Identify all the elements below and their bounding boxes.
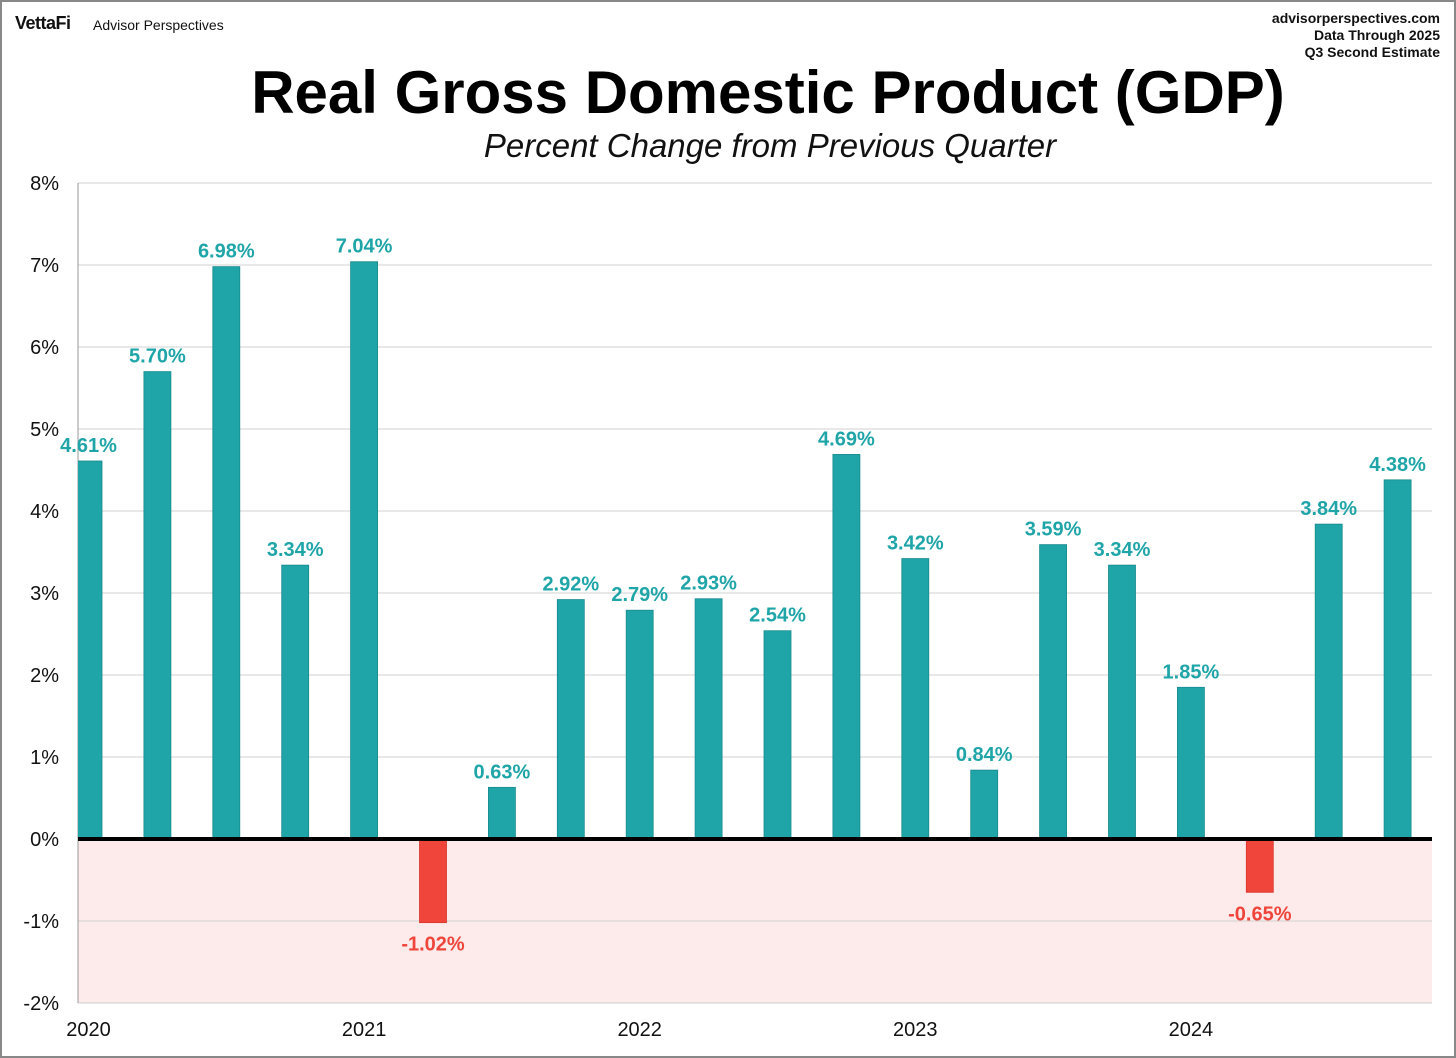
bar (212, 266, 241, 840)
bar (1383, 479, 1412, 840)
data-label: 4.69% (818, 428, 875, 450)
data-label: 1.85% (1163, 661, 1220, 683)
bar (1108, 564, 1136, 840)
y-tick-label: 8% (30, 173, 59, 195)
data-label: 4.61% (60, 435, 117, 457)
y-tick-label: 1% (30, 747, 59, 769)
data-through: Data Through 2025 (1313, 27, 1440, 43)
bar (625, 609, 654, 840)
data-label: 3.84% (1300, 498, 1357, 520)
estimate-note: Q3 Second Estimate (1304, 44, 1440, 60)
brand-name: Advisor Perspectives (93, 17, 224, 33)
bar (694, 598, 723, 840)
data-label: 4.38% (1369, 454, 1426, 476)
bar (1314, 523, 1343, 840)
bar (419, 838, 447, 924)
bar (556, 599, 585, 840)
y-tick-label: -2% (23, 993, 59, 1015)
data-label: 6.98% (198, 241, 255, 263)
bar (1177, 686, 1205, 840)
bar (350, 261, 379, 840)
x-tick-label: 2020 (66, 1019, 111, 1041)
bar (1245, 838, 1274, 893)
data-label: 2.79% (611, 584, 668, 606)
y-tick-label: 7% (30, 255, 59, 277)
x-tick-label: 2022 (617, 1019, 662, 1041)
data-label: 3.59% (1025, 519, 1082, 541)
x-tick-label: 2024 (1169, 1019, 1214, 1041)
bar (970, 769, 999, 840)
data-label: -0.65% (1228, 903, 1292, 925)
x-tick-label: 2021 (342, 1019, 387, 1041)
data-label: 7.04% (336, 236, 393, 258)
bar (832, 454, 861, 840)
data-label: 2.93% (680, 573, 737, 595)
y-tick-label: 0% (30, 829, 59, 851)
data-label: 2.54% (749, 605, 806, 627)
data-label: -1.02% (401, 934, 465, 956)
source-info: advisorperspectives.com Data Through 202… (1272, 10, 1440, 61)
y-tick-label: 4% (30, 501, 59, 523)
data-label: 5.70% (129, 346, 186, 368)
data-label: 3.42% (887, 533, 944, 555)
data-label: 3.34% (1094, 539, 1151, 561)
chart-title: Real Gross Domestic Product (GDP) (251, 59, 1285, 126)
x-tick-label: 2023 (893, 1019, 938, 1041)
y-tick-label: 5% (30, 419, 59, 441)
bar (281, 564, 310, 840)
chart-subtitle: Percent Change from Previous Quarter (483, 127, 1057, 164)
bar (78, 460, 103, 840)
vettafi-logo: VettaFi (15, 13, 71, 33)
bar (901, 558, 930, 840)
data-label: 0.63% (474, 761, 531, 783)
bar (487, 786, 516, 840)
bar (1039, 544, 1067, 840)
y-tick-label: -1% (23, 911, 59, 933)
data-label: 0.84% (956, 744, 1013, 766)
y-tick-label: 2% (30, 665, 59, 687)
data-label: 2.92% (542, 574, 599, 596)
site-url: advisorperspectives.com (1271, 10, 1440, 26)
bar (143, 371, 172, 840)
y-tick-label: 6% (30, 337, 59, 359)
data-label: 3.34% (267, 539, 324, 561)
y-tick-label: 3% (30, 583, 59, 605)
bar (763, 630, 792, 840)
